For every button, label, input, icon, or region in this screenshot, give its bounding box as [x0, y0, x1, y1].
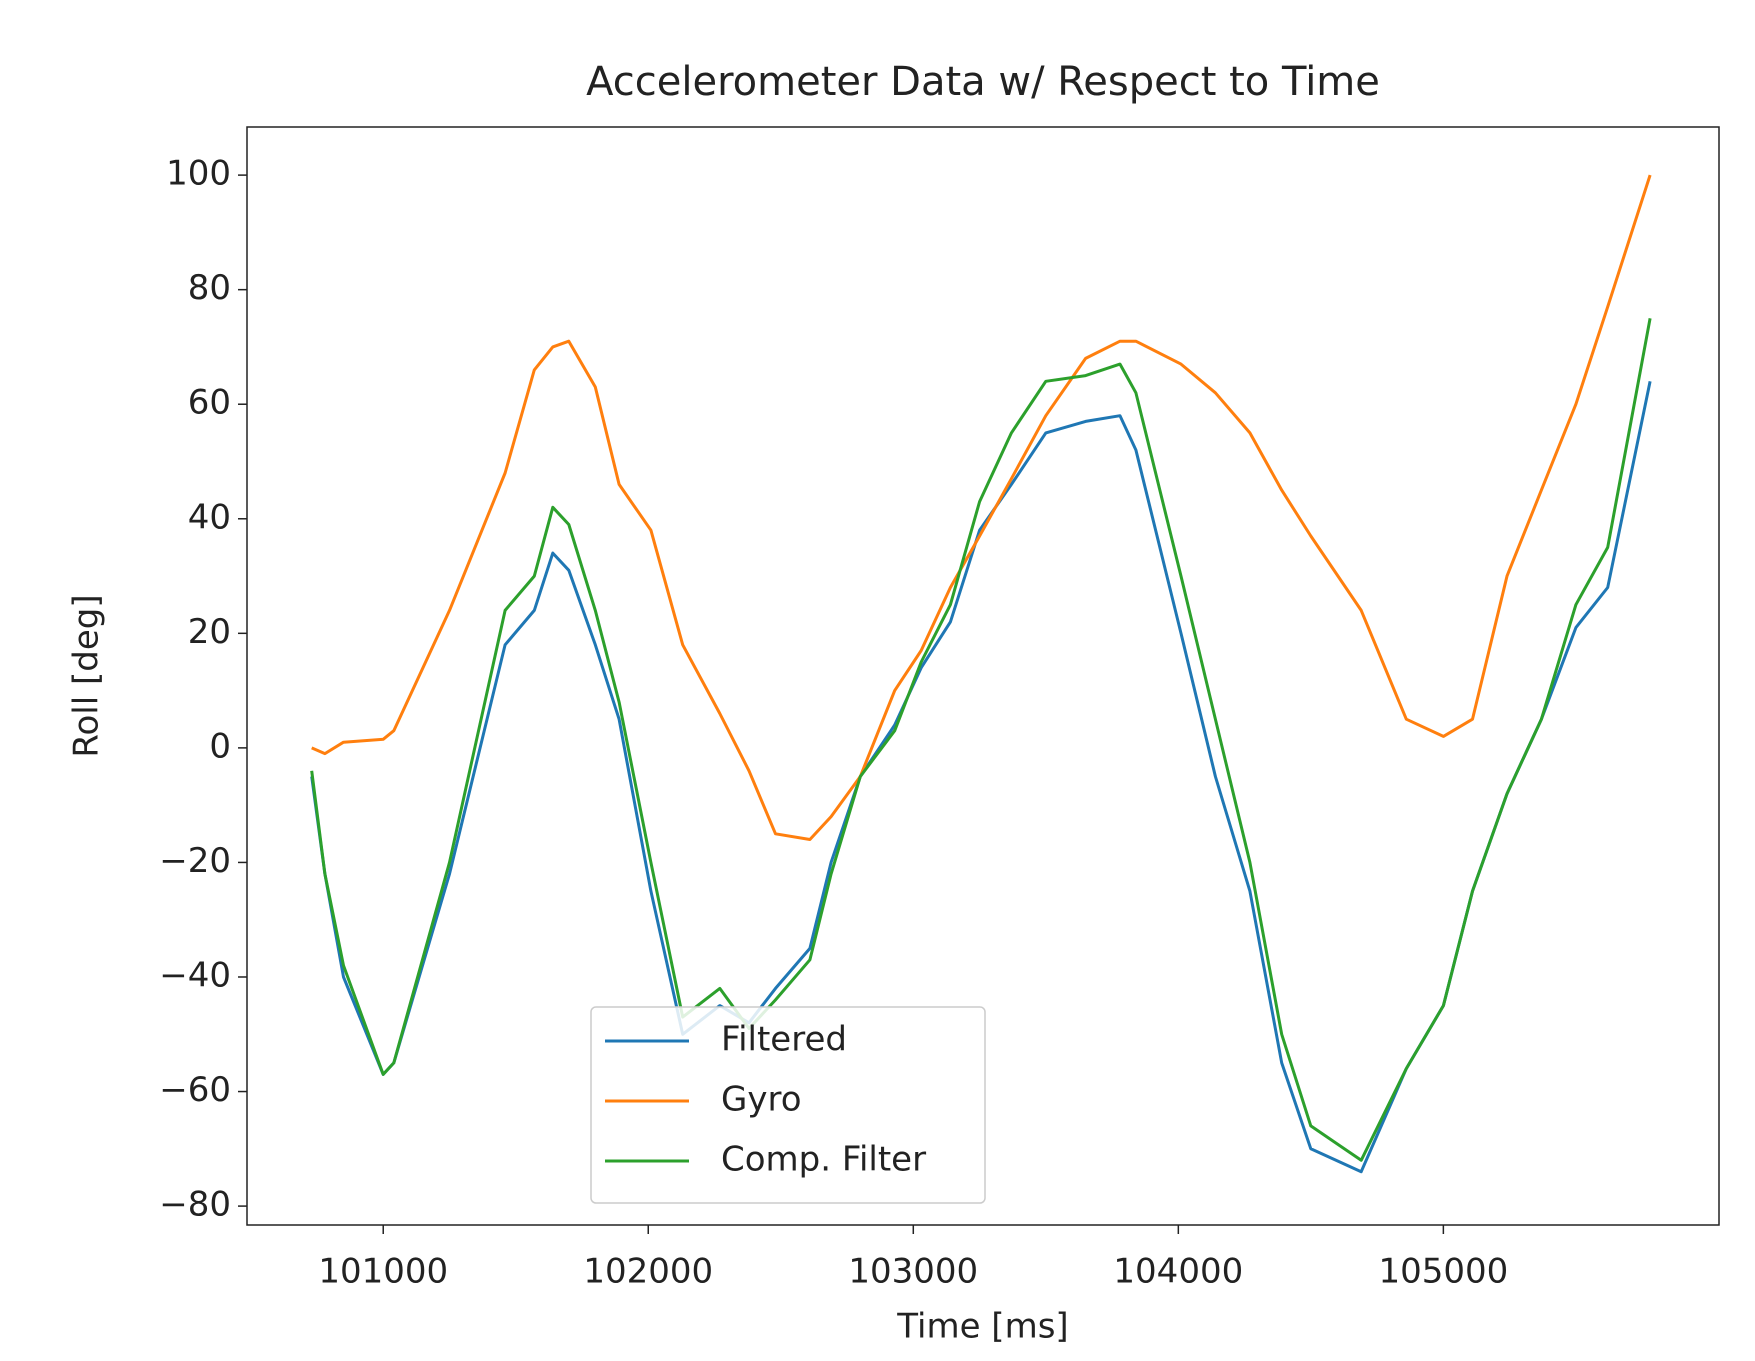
- y-tick-label: 60: [188, 383, 231, 423]
- chart-title: Accelerometer Data w/ Respect to Time: [586, 59, 1380, 105]
- legend-label: Gyro: [721, 1080, 802, 1120]
- x-tick-label: 101000: [318, 1252, 448, 1292]
- y-tick-label: 40: [188, 497, 231, 537]
- x-tick-label: 104000: [1113, 1252, 1243, 1292]
- x-tick-label: 102000: [583, 1252, 713, 1292]
- y-tick-label: −40: [159, 955, 231, 995]
- x-axis-label: Time [ms]: [896, 1307, 1068, 1347]
- y-tick-label: 80: [188, 268, 231, 308]
- x-tick-label: 103000: [848, 1252, 978, 1292]
- y-tick-label: −80: [159, 1185, 231, 1225]
- plot-frame: [246, 126, 1720, 1226]
- series-line: [310, 318, 1652, 1162]
- legend-box: [590, 1006, 986, 1204]
- y-tick-label: 100: [166, 154, 231, 194]
- x-tick-label: 105000: [1378, 1252, 1508, 1292]
- y-tick-label: −60: [159, 1070, 231, 1110]
- legend-label: Filtered: [721, 1020, 847, 1060]
- y-tick-label: −20: [159, 841, 231, 881]
- series-line: [311, 174, 1652, 841]
- y-tick-label: 20: [188, 612, 231, 652]
- legend-label: Comp. Filter: [721, 1140, 926, 1180]
- y-tick-label: 0: [209, 726, 231, 766]
- y-axis-label: Roll [deg]: [67, 594, 107, 757]
